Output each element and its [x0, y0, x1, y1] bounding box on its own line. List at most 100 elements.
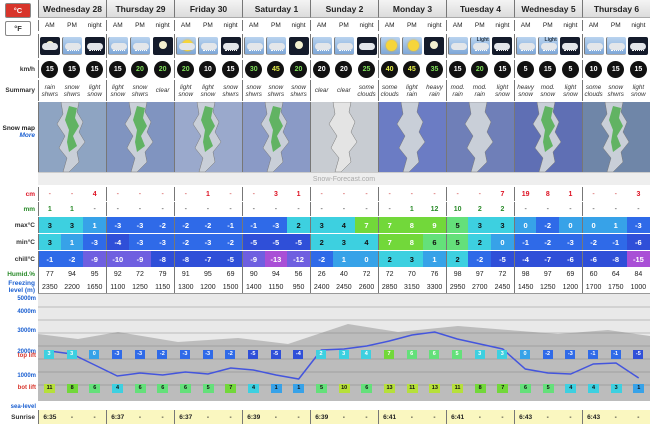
chill-row-cell: -2 — [60, 251, 84, 267]
light-rain-icon: Light — [469, 37, 490, 55]
moon-shape — [158, 41, 167, 49]
day-header[interactable]: Thursday 6 — [582, 0, 650, 18]
snow-cell: - — [105, 187, 129, 201]
snow-map-day[interactable] — [378, 102, 446, 172]
wind-cell: 25 — [355, 60, 378, 78]
min-temp-row-cell: -4 — [105, 234, 129, 250]
day-header[interactable]: Monday 3 — [378, 0, 446, 18]
max-temp-row-cell: 5 — [445, 217, 469, 233]
precip-dots — [632, 50, 645, 53]
summary-text: heavy rain — [426, 83, 443, 98]
freezing-cell: 2850 — [377, 281, 401, 293]
snow-map-day[interactable] — [106, 102, 174, 172]
summary-cell: mod. snow — [536, 80, 559, 101]
bot-lift-temp: 6 — [180, 384, 191, 393]
wind-speed-badge: 15 — [493, 60, 511, 78]
snow-row: cm - -4- - - -1- -3 1- - - - - - - -7 19 8 1- -3 — [0, 187, 650, 201]
chill-row-cell: -8 — [151, 251, 174, 267]
sunrise-cell: - — [196, 410, 220, 424]
summary-text: mod. rain — [450, 83, 465, 98]
precip-dots — [66, 50, 79, 53]
bot-lift-temp: 4 — [112, 384, 123, 393]
wind-cell: 20 — [333, 60, 356, 78]
freezing-cell: 2400 — [309, 281, 333, 293]
top-lift-temp: -3 — [180, 350, 190, 359]
max-temp-row-cell: -2 — [196, 217, 220, 233]
chill-row-cell: 2 — [445, 251, 469, 267]
summary-cell: snow shwrs — [129, 80, 152, 101]
day-header[interactable]: Friday 30 — [174, 0, 242, 18]
summary-text: light snow — [563, 83, 578, 98]
freezing-cell: 1150 — [155, 283, 171, 291]
min-temp-row-label: min°C — [16, 238, 35, 246]
sunrise-row-label: Sunrise — [11, 413, 35, 421]
wind-speed-badge: 5 — [517, 60, 535, 78]
day-header[interactable]: Sunday 2 — [310, 0, 378, 18]
snow-map-day[interactable] — [242, 102, 310, 172]
cloud-snow-icon — [333, 37, 354, 55]
sun-icon — [401, 37, 422, 55]
day-header[interactable]: Wednesday 28 — [38, 0, 106, 18]
summary-cell: mod. rain — [468, 80, 491, 101]
top-lift-temp: 5 — [452, 350, 462, 359]
precip-dots — [520, 50, 533, 53]
period-label: AM — [241, 20, 265, 31]
min-temp-row-cell: -5 — [287, 234, 310, 250]
top-lift-temp: -1 — [610, 350, 621, 359]
snow-cell: - — [445, 187, 469, 201]
snow-map-day[interactable] — [38, 102, 106, 172]
chill-row-cell: -12 — [287, 251, 310, 267]
lift-label: bot lift — [17, 385, 36, 391]
min-temp-row-cell: -2 — [173, 234, 197, 250]
freezing-cell: 3150 — [404, 283, 420, 291]
humidity-cell: 95 — [204, 270, 212, 278]
snow-map-image — [175, 102, 242, 172]
wind-cell: 20 — [287, 60, 310, 78]
snowmap-more-link[interactable]: More — [19, 132, 35, 139]
max-temp-row-cell: 3 — [468, 217, 492, 233]
summary-cell: heavy snow — [513, 80, 537, 101]
cloud-shape — [246, 43, 263, 50]
min-temp-row-cell: 5 — [445, 234, 469, 250]
chill-row-cell: -7 — [196, 251, 220, 267]
wind-cell: 15 — [83, 60, 106, 78]
cloud-sun-icon — [175, 37, 196, 55]
fahrenheit-button[interactable]: °F — [5, 21, 31, 36]
day-header[interactable]: Wednesday 5 — [514, 0, 582, 18]
max-temp-row-cell: -3 — [128, 217, 152, 233]
day-header[interactable]: Tuesday 4 — [446, 0, 514, 18]
freezing-row: Freezing level (m) 2350 2200 1650 1100 1250 11… — [0, 280, 650, 294]
snow-map-day[interactable] — [446, 102, 514, 172]
cloud-shape — [41, 43, 58, 50]
period-label: PM — [338, 22, 349, 29]
max-temp-row-cell: -1 — [219, 217, 242, 233]
celsius-button[interactable]: °C — [5, 3, 31, 18]
humidity-cell: 95 — [90, 270, 99, 278]
snow-map-day[interactable] — [174, 102, 242, 172]
weather-icon-cell — [559, 34, 582, 58]
min-temp-row-cell: -5 — [241, 234, 265, 250]
summary-text: heavy snow — [517, 83, 535, 98]
day-header-row: Wednesday 28 Thursday 29 Friday 30 Saturday… — [0, 0, 650, 18]
freezing-cell: 1200 — [562, 283, 579, 291]
snow-cell: 19 — [513, 187, 537, 201]
snow-map-day[interactable] — [582, 102, 650, 172]
cloud-shape — [562, 43, 579, 50]
wind-cell: 45 — [265, 60, 288, 78]
day-header[interactable]: Thursday 29 — [106, 0, 174, 18]
wind-row-label: km/h — [19, 65, 35, 73]
day-header[interactable]: Saturday 1 — [242, 0, 310, 18]
rain-cell: 1 — [409, 205, 414, 213]
snow-cell: - — [614, 190, 617, 198]
precip-dots — [316, 50, 329, 53]
wind-cell: 15 — [536, 60, 559, 78]
cloud-shape — [336, 43, 353, 50]
moon-icon — [152, 37, 173, 55]
top-lift-temp: -4 — [293, 350, 304, 359]
period-label: night — [631, 22, 646, 29]
wind-cell: 45 — [401, 60, 424, 78]
chill-row-cell: -9 — [241, 251, 265, 267]
snow-map-day[interactable] — [310, 102, 378, 172]
rain-cell: - — [637, 205, 640, 213]
snow-map-day[interactable] — [514, 102, 582, 172]
